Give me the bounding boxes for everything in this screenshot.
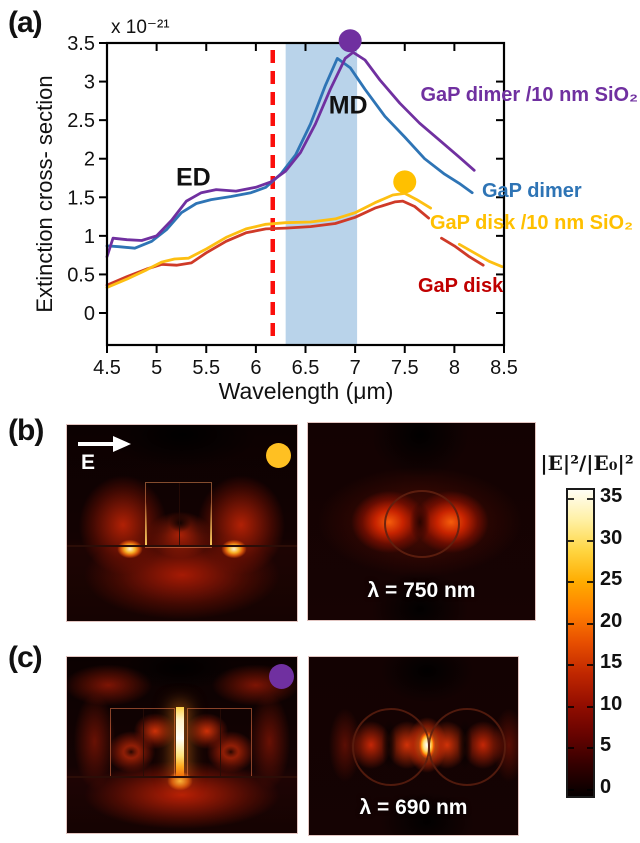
colorbar-tick-mark: [568, 539, 574, 542]
colorbar-tick-mark: [568, 498, 574, 500]
dimer-left-disk-outline: [110, 708, 175, 777]
x-tick-label: 5: [151, 357, 162, 379]
y-axis-exponent-label: x 10⁻²¹: [111, 17, 170, 38]
colorbar-tick-mark: [568, 747, 574, 750]
colorbar-tick-mark: [587, 498, 593, 500]
colorbar-tick-mark: [587, 788, 593, 791]
colorbar-tick-mark: [568, 622, 574, 625]
colorbar-tick-label: 5: [600, 734, 612, 757]
colorbar-tick-label: 15: [600, 651, 623, 674]
x-tick-label: 4.5: [93, 357, 121, 379]
x-tick-label: 8.5: [490, 357, 518, 379]
resonance-marker-dimer: [338, 29, 362, 53]
legend-label-gap-disk: GaP disk: [418, 275, 504, 297]
y-tick-label: 1: [84, 226, 95, 248]
disk-resonance-marker-dot: [266, 443, 291, 468]
field-map-dimer-top-view: λ = 690 nm: [309, 657, 518, 835]
dimer-right-disk-outline: [187, 708, 252, 777]
panel-c-label: (c): [8, 641, 43, 674]
disk-shell-line: [219, 709, 221, 776]
colorbar-gradient-bar: [566, 488, 595, 798]
extinction-spectrum-chart: 4.5 5 5.5 6 6.5 7 7.5 8 8.5 0 0.5 1 1.5 2 2.5 3 3.5 x 10⁻…: [32, 17, 639, 404]
colorbar-tick-mark: [587, 664, 593, 667]
legend-label-gap-dimer-10-nm-sio: GaP dimer /10 nm SiO₂: [421, 84, 639, 106]
series-line-gap-disk-10-nm-sio: [105, 191, 433, 289]
field-map-disk-cross-section: E: [67, 425, 297, 621]
resonance-marker-disk: [393, 170, 417, 194]
x-tick-label: 5.5: [192, 357, 220, 379]
series-line-gap-dimer: [105, 57, 474, 250]
md-band: [285, 44, 358, 344]
colorbar-tick-mark: [568, 705, 574, 708]
series-line-gap-disk: [105, 199, 431, 287]
colorbar-tick-mark: [587, 622, 593, 625]
disk-shell-line: [142, 709, 144, 776]
legend-label-gap-dimer: GaP dimer: [482, 180, 582, 202]
disk-outline: [145, 482, 212, 548]
colorbar-tick-mark: [587, 581, 593, 584]
colorbar-tick-label: 20: [600, 609, 623, 632]
legend-label-gap-disk-10-nm-sio: GaP disk /10 nm SiO₂: [430, 212, 633, 234]
series-line-gap-disk: [440, 236, 485, 267]
annotation-md: MD: [329, 92, 368, 120]
y-tick-label: 2: [84, 149, 95, 171]
e-field-arrow-icon: [78, 436, 131, 452]
colorbar-tick-label: 0: [600, 775, 612, 798]
x-tick-label: 7: [350, 357, 361, 379]
e-field-label: E: [81, 451, 96, 474]
panel-a-label: (a): [8, 6, 43, 39]
x-tick-label: 8: [449, 357, 460, 379]
colorbar-tick-mark: [568, 664, 574, 667]
y-tick-label: 0.5: [67, 264, 95, 286]
colorbar-tick-mark: [587, 539, 593, 542]
colorbar-tick-mark: [568, 788, 574, 791]
dimer-right-top-outline: [428, 708, 506, 786]
colorbar-tick-label: 25: [600, 568, 623, 591]
y-tick-label: 3: [84, 72, 95, 94]
annotation-ed: ED: [176, 163, 211, 191]
x-tick-label: 6.5: [292, 357, 320, 379]
y-tick-label: 3.5: [67, 33, 95, 55]
disk-top-outline: [384, 490, 460, 558]
field-map-disk-top-view: λ = 750 nm: [308, 423, 535, 620]
colorbar-tick-mark: [587, 705, 593, 708]
colorbar-title: |E|²/|E₀|²: [540, 451, 634, 475]
colorbar-tick-mark: [587, 747, 593, 750]
substrate-interface-line: [67, 545, 297, 547]
disk-edge-glow: [145, 502, 147, 547]
field-map-dimer-cross-section: [67, 657, 297, 833]
series-line-gap-disk-10-nm-sio: [457, 242, 504, 269]
colorbar-tick-label: 35: [600, 485, 623, 507]
x-tick-label: 7.5: [391, 357, 419, 379]
dimer-resonance-marker-dot: [269, 664, 294, 689]
y-tick-label: 2.5: [67, 110, 95, 132]
disk-shell-line: [178, 483, 180, 547]
series-line-gap-dimer-10-nm-sio: [105, 50, 476, 259]
x-tick-label: 6: [250, 357, 261, 379]
y-tick-label: 0: [84, 303, 95, 325]
y-tick-label: 1.5: [67, 187, 95, 209]
colorbar-tick-mark: [568, 581, 574, 584]
dimer-left-top-outline: [352, 708, 430, 786]
wavelength-caption-dimer: λ = 690 nm: [359, 796, 468, 819]
disk-edge-glow: [210, 502, 212, 547]
wavelength-caption-disk: λ = 750 nm: [367, 579, 476, 602]
substrate-interface-line: [67, 776, 297, 778]
y-axis-label: Extinction cross- section: [32, 75, 57, 312]
panel-b-label: (b): [8, 414, 44, 447]
x-axis-label: Wavelength (μm): [219, 378, 394, 404]
gap-hotspot-stripe: [176, 707, 184, 777]
colorbar-tick-label: 10: [600, 692, 623, 715]
colorbar-tick-label: 30: [600, 526, 623, 549]
